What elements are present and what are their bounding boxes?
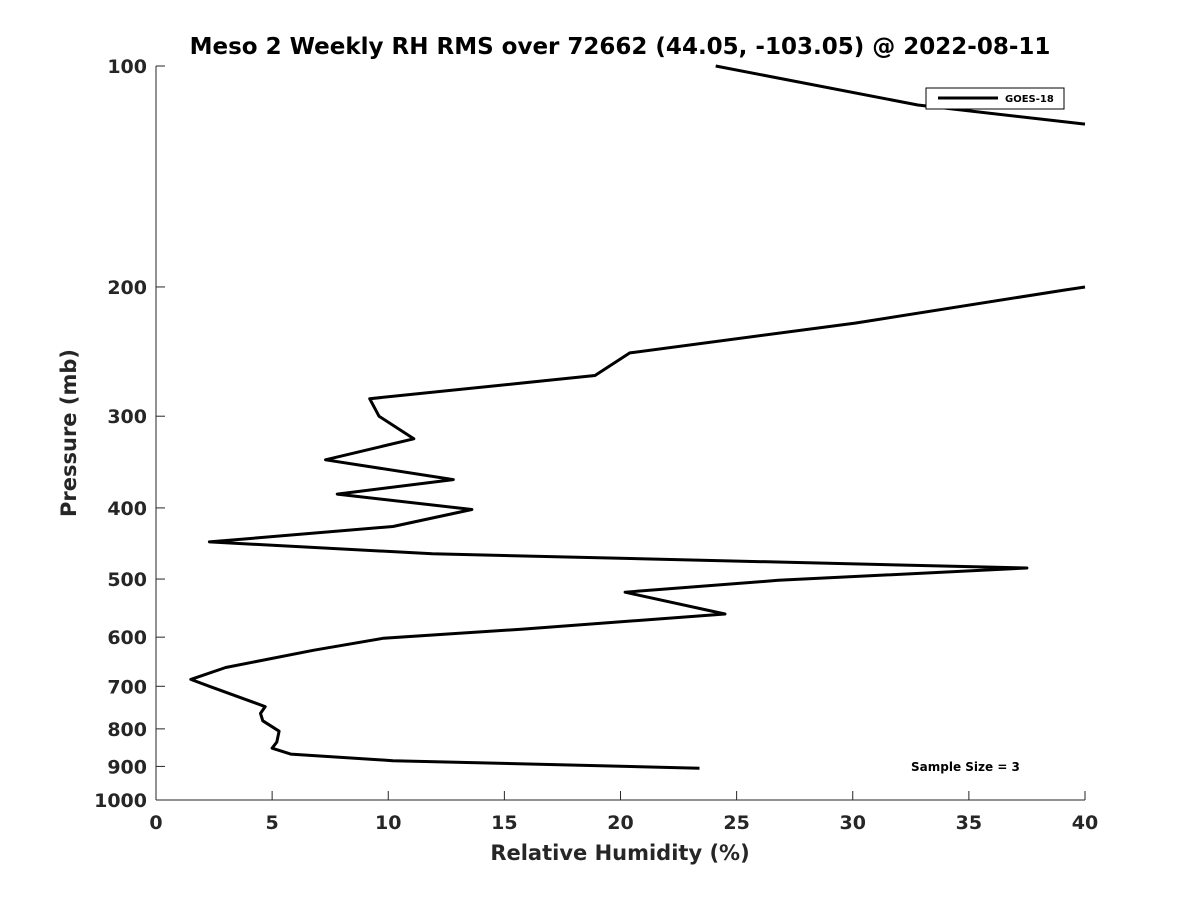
y-ticks: 100 200 300 400 500 600 700 800 900 1000 [94,56,165,812]
legend-entry-goes-18: GOES-18 [1005,94,1054,105]
y-tick-label: 300 [107,406,147,428]
y-tick-label: 600 [107,627,147,649]
chart-title: Meso 2 Weekly RH RMS over 72662 (44.05, … [190,34,1051,60]
y-tick-label: 100 [107,56,147,78]
x-axis-label: Relative Humidity (%) [490,841,749,865]
x-tick-label: 10 [375,812,401,834]
x-tick-label: 5 [266,812,279,834]
x-ticks: 0 5 10 15 20 25 30 35 40 [149,791,1098,834]
y-tick-label: 700 [107,676,147,698]
sample-size-annotation: Sample Size = 3 [911,760,1020,774]
y-tick-label: 500 [107,569,147,591]
legend: GOES-18 [925,87,1065,110]
x-tick-label: 25 [723,812,749,834]
x-tick-label: 0 [149,812,162,834]
x-tick-label: 35 [956,812,982,834]
y-tick-label: 1000 [94,790,147,812]
y-tick-label: 900 [107,756,147,778]
x-tick-label: 30 [840,812,866,834]
y-tick-label: 200 [107,277,147,299]
y-axis-label: Pressure (mb) [57,349,81,517]
y-tick-label: 800 [107,719,147,741]
series-layer [189,64,1086,770]
series-line-goes-18 [189,64,1086,770]
x-tick-label: 15 [491,812,517,834]
x-tick-label: 20 [607,812,633,834]
y-tick-label: 400 [107,498,147,520]
x-tick-label: 40 [1072,812,1098,834]
